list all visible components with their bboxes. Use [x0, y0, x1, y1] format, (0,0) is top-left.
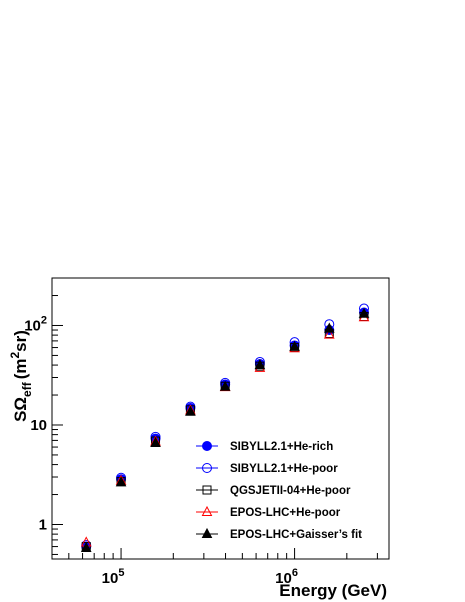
x-axis-title: Energy (GeV) [279, 581, 387, 600]
legend-marker [202, 463, 212, 473]
legend: SIBYLL2.1+He-rich SIBYLL2.1+He-poor QGSJET… [196, 441, 362, 541]
y-tick-label: 10 [30, 417, 47, 434]
data-point-5-1 [80, 541, 92, 553]
legend-label: SIBYLL2.1+He-poor [230, 463, 338, 475]
x-tick-label: 106 [275, 567, 298, 587]
legend-label: EPOS-LHC+Gaisser’s fit [230, 529, 362, 541]
y-axis-title: SΩeff(m2sr) [8, 330, 34, 422]
data-point-5-5 [219, 380, 231, 391]
axis-ticks [51, 277, 378, 559]
legend-marker [202, 441, 212, 451]
data-point-5-8 [323, 322, 335, 333]
x-tick-label: 105 [102, 567, 125, 587]
plot-frame [51, 277, 390, 560]
legend-marker [201, 527, 213, 538]
legend-label: EPOS-LHC+He-poor [230, 507, 341, 519]
data-point-5-2 [115, 476, 127, 487]
legend-label: SIBYLL2.1+He-rich [230, 441, 333, 453]
legend-label: QGSJETII-04+He-poor [230, 485, 351, 497]
data-point-5-4 [185, 405, 196, 416]
data-point-5-7 [289, 340, 300, 351]
legend-marker [202, 485, 212, 495]
axis-tick-labels: 105 106 1 10 102 [24, 314, 298, 587]
data-markers [80, 303, 370, 553]
y-tick-label: 1 [39, 516, 47, 533]
data-point-5-9 [358, 307, 370, 318]
data-point-4-8 [323, 328, 335, 339]
y-tick-label: 102 [24, 314, 47, 334]
legend-marker [201, 505, 213, 516]
data-point-5-6 [254, 359, 266, 370]
data-point-5-3 [150, 436, 161, 447]
